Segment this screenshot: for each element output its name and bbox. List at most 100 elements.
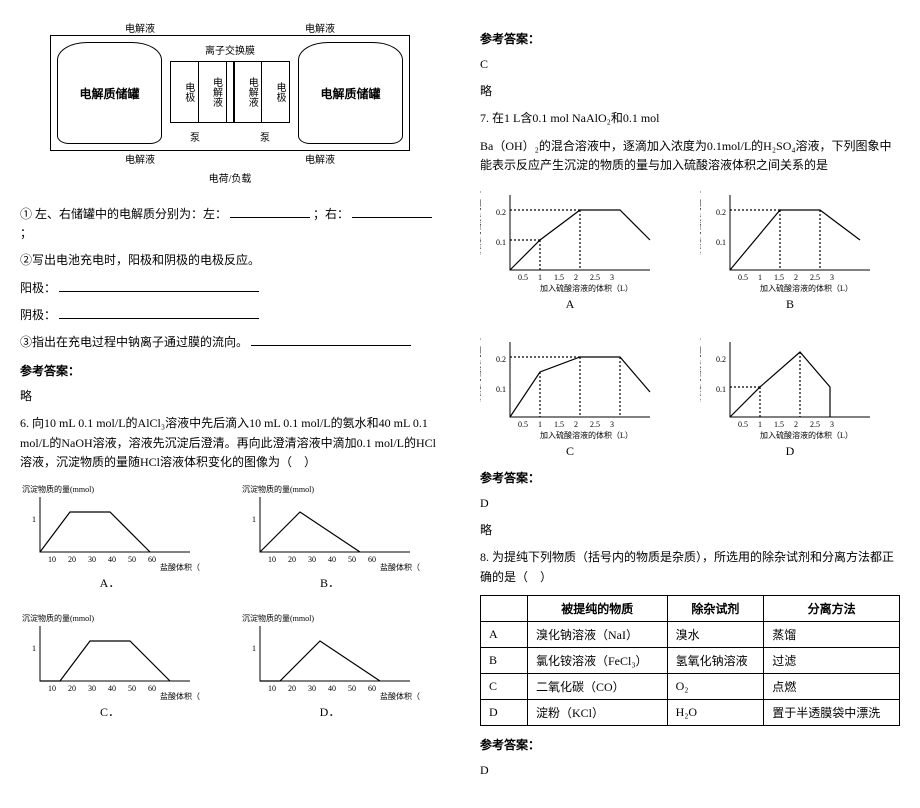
- q7b: Ba（OH）₂的混合溶液中，逐滴加入浓度为0.1mol/L的H₂SO₄溶液，下列…: [480, 137, 900, 175]
- svg-text:10: 10: [268, 684, 276, 693]
- chart-d-ylabel: 沉淀物质的量(mmol): [242, 613, 314, 623]
- svg-text:1: 1: [32, 515, 36, 524]
- svg-text:60: 60: [368, 555, 376, 564]
- blank-flow[interactable]: [251, 333, 411, 346]
- svg-text:1.5: 1.5: [774, 420, 784, 429]
- svg-text:50: 50: [128, 555, 136, 564]
- svg-text:60: 60: [148, 555, 156, 564]
- ref-heading-7: 参考答案：: [480, 469, 900, 486]
- svg-text:0.2: 0.2: [496, 208, 506, 217]
- svg-text:0.1: 0.1: [716, 238, 726, 247]
- cell-a1: 溴化钠溶液（NaI）: [528, 621, 668, 647]
- svg-text:3: 3: [830, 273, 834, 282]
- chart7a-xlabel: 加入硫酸溶液的体积（L）: [540, 283, 633, 293]
- q3: ③指出在充电过程中钠离子通过膜的流向。: [20, 333, 440, 352]
- svg-text:1.5: 1.5: [554, 273, 564, 282]
- svg-text:20: 20: [68, 684, 76, 693]
- table-row: C 二氧化碳（CO） O₂ 点燃: [481, 673, 900, 699]
- ref-heading-8: 参考答案：: [480, 736, 900, 753]
- opt-d[interactable]: D．: [240, 703, 420, 720]
- left-column: 电解液 电解液 电解质储罐 离子交换膜 电极 电解液 电解液 电极 泵 泵: [20, 20, 440, 788]
- left-tank-label: 电解质储罐: [79, 85, 139, 102]
- cell-d3: 置于半透膜袋中漂洗: [764, 699, 900, 725]
- svg-text:0.1: 0.1: [716, 385, 726, 394]
- cell-a2: 溴水: [667, 621, 764, 647]
- chart7-d: 沉淀的物质的量（mol） 0.20.1 0.511.522.53 加入硫酸溶液的…: [700, 332, 880, 459]
- th-blank: [481, 595, 528, 621]
- electrode-left: 电极: [171, 62, 198, 122]
- svg-text:0.2: 0.2: [716, 355, 726, 364]
- pump-right: 泵: [260, 129, 270, 144]
- blank-left-electrolyte[interactable]: [230, 205, 310, 218]
- diagram-bot-label-right: 电解液: [305, 151, 335, 166]
- svg-text:2: 2: [574, 273, 578, 282]
- cell-b3: 过滤: [764, 647, 900, 673]
- chart-b-ylabel: 沉淀物质的量(mmol): [242, 484, 314, 494]
- cell-c1: 二氧化碳（CO）: [528, 673, 668, 699]
- q6-charts: 沉淀物质的量(mmol) 1 102030405060 盐酸体积（mL） A． …: [20, 482, 440, 720]
- diagram-bot-label-left: 电解液: [125, 151, 155, 166]
- electrode-right: 电极: [261, 62, 289, 122]
- opt-a[interactable]: A．: [20, 574, 200, 591]
- svg-text:1: 1: [538, 273, 542, 282]
- svg-text:60: 60: [368, 684, 376, 693]
- q1-mid: ；右：: [313, 207, 349, 221]
- svg-text:2: 2: [794, 420, 798, 429]
- svg-text:0.5: 0.5: [518, 273, 528, 282]
- svg-text:2.5: 2.5: [590, 273, 600, 282]
- cathode-row: 阴极：: [20, 306, 440, 325]
- svg-text:1: 1: [758, 273, 762, 282]
- opt-b[interactable]: B．: [240, 574, 420, 591]
- svg-text:50: 50: [128, 684, 136, 693]
- chart-b: 沉淀物质的量(mmol) 1 102030405060 盐酸体积（mL） B．: [240, 482, 420, 591]
- anode-row: 阳极：: [20, 279, 440, 298]
- note6: 略: [480, 82, 900, 101]
- opt7-d[interactable]: D: [700, 444, 880, 459]
- svg-text:0.5: 0.5: [738, 420, 748, 429]
- svg-text:0.1: 0.1: [496, 238, 506, 247]
- opt7-a[interactable]: A: [480, 297, 660, 312]
- q8: 8. 为提纯下列物质（括号内的物质是杂质），所选用的除杂试剂和分离方法都正确的是…: [480, 548, 900, 586]
- q3-prefix: ③指出在充电过程中钠离子通过膜的流向。: [20, 335, 248, 349]
- th-reagent: 除杂试剂: [667, 595, 764, 621]
- q1-prefix: ① 左、右储罐中的电解质分别为：左：: [20, 207, 227, 221]
- blank-anode[interactable]: [59, 279, 259, 292]
- membrane-label: 离子交换膜: [170, 42, 290, 57]
- chart-c-xlabel: 盐酸体积（mL）: [160, 691, 200, 701]
- table-row: D 淀粉（KCl） H₂O 置于半透膜袋中漂洗: [481, 699, 900, 725]
- chart7-c: 沉淀的物质的量（mol） 0.20.1 0.511.522.53 加入硫酸溶液的…: [480, 332, 660, 459]
- cell-d1: 淀粉（KCl）: [528, 699, 668, 725]
- blank-cathode[interactable]: [59, 306, 259, 319]
- cell-c3: 点燃: [764, 673, 900, 699]
- th-substance: 被提纯的物质: [528, 595, 668, 621]
- svg-text:0.2: 0.2: [716, 208, 726, 217]
- ans7: D: [480, 494, 900, 513]
- svg-text:30: 30: [308, 684, 316, 693]
- svg-text:0.2: 0.2: [496, 355, 506, 364]
- opt7-c[interactable]: C: [480, 444, 660, 459]
- svg-text:2.5: 2.5: [590, 420, 600, 429]
- chart7c-ylabel: 沉淀的物质的量（mol）: [480, 332, 482, 402]
- chart-a-xlabel: 盐酸体积（mL）: [160, 562, 200, 572]
- opt7-b[interactable]: B: [700, 297, 880, 312]
- blank-right-electrolyte[interactable]: [352, 205, 432, 218]
- svg-text:2.5: 2.5: [810, 420, 820, 429]
- chart7d-xlabel: 加入硫酸溶液的体积（L）: [760, 430, 853, 440]
- th-method: 分离方法: [764, 595, 900, 621]
- svg-text:1: 1: [252, 515, 256, 524]
- svg-text:10: 10: [48, 555, 56, 564]
- svg-text:3: 3: [610, 273, 614, 282]
- q7-charts: 沉淀的物质的量（mol） 0.2 0.1 0.5 1 1.5 2 2.5 3 加入硫酸溶液的…: [480, 185, 900, 459]
- opt-c[interactable]: C．: [20, 703, 200, 720]
- diagram-top-label-right: 电解液: [305, 20, 335, 35]
- cell-b2: 氢氧化钠溶液: [667, 647, 764, 673]
- ans6: C: [480, 55, 900, 74]
- chart7-a: 沉淀的物质的量（mol） 0.2 0.1 0.5 1 1.5 2 2.5 3 加入硫酸溶液的…: [480, 185, 660, 312]
- anode-label: 阳极：: [20, 281, 56, 295]
- membrane: [226, 62, 234, 122]
- ans8: D: [480, 761, 900, 780]
- chart7a-ylabel: 沉淀的物质的量（mol）: [480, 185, 482, 255]
- chart7-b: 沉淀的物质的量（mol） 0.20.1 0.511.522.53 加入硫酸溶液的…: [700, 185, 880, 312]
- table-row: A 溴化钠溶液（NaI） 溴水 蒸馏: [481, 621, 900, 647]
- svg-text:60: 60: [148, 684, 156, 693]
